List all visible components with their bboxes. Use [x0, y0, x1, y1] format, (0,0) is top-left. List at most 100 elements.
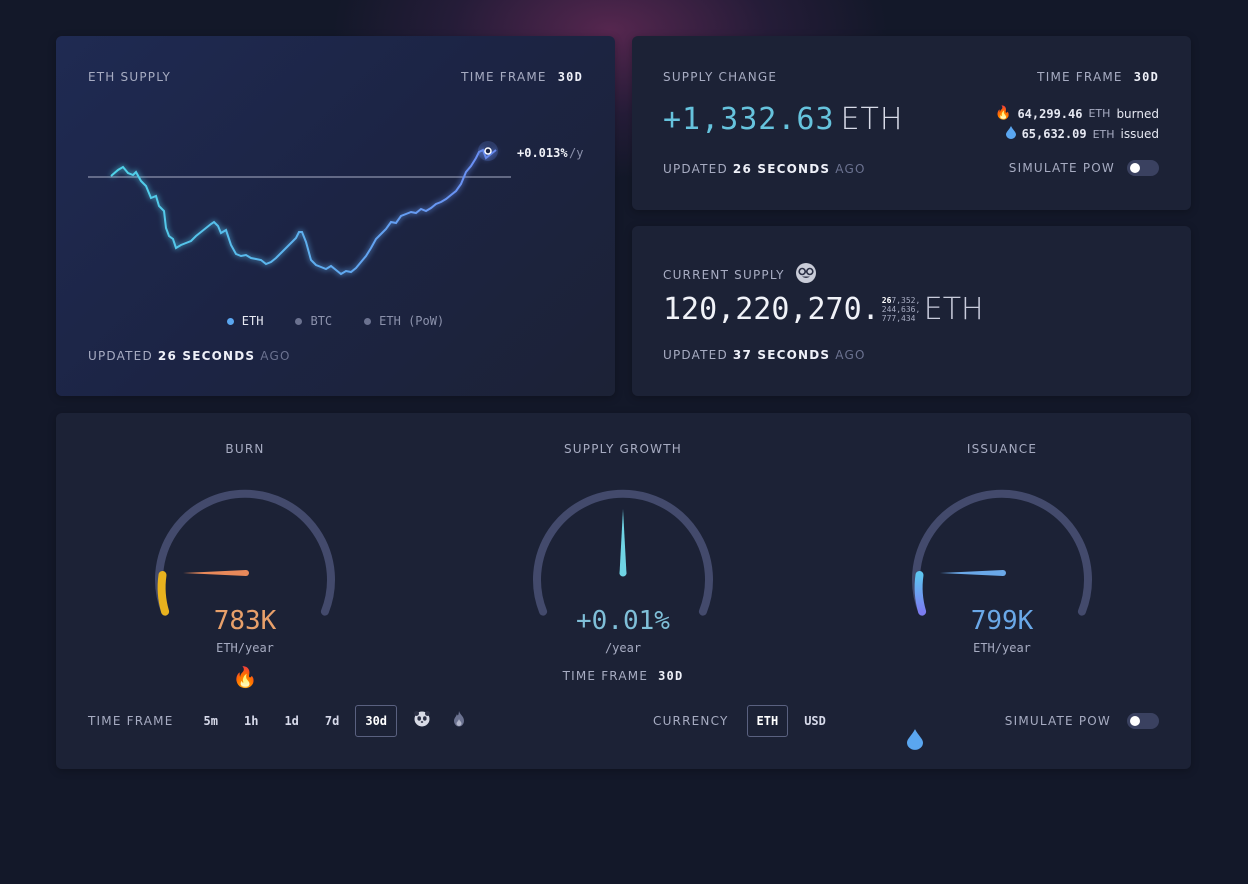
updated-prefix: UPDATED [88, 349, 153, 363]
updated-prefix: UPDATED [663, 162, 728, 176]
supply-growth-gauge: SUPPLY GROWTH +0.01% /year TIME FRAME 30… [493, 413, 753, 703]
gauge-controls: TIME FRAME 5m 1h 1d 7d 30d CUR [88, 705, 1159, 737]
time-frame-value: 30d [557, 70, 583, 84]
updated-value: 26 SECONDS [732, 162, 831, 176]
simulate-pow-label: SIMULATE PoW [1008, 161, 1115, 175]
burn-gauge-value: 783K [213, 606, 277, 636]
current-supply-decimals: 267,352, 244,636, 777,434 [881, 296, 921, 323]
time-frame-button-1h[interactable]: 1h [243, 714, 259, 728]
current-supply-card: CURRENT SUPPLY 120,220,270. 267,352, 244… [632, 226, 1191, 396]
gauge-needle [619, 509, 627, 574]
supply-growth-gauge-title: SUPPLY GROWTH [563, 442, 682, 456]
time-frame-label: TIME FRAME [562, 669, 649, 683]
supply-change-value: +1,332.63 ETH [663, 102, 903, 137]
currency-selector: CURRENCY ETH USD [653, 705, 842, 737]
currency-button-eth[interactable]: ETH [746, 705, 789, 737]
current-supply-title-text: CURRENT SUPPLY [663, 267, 785, 282]
time-frame-value: 30d [1133, 70, 1159, 84]
toggle-knob [1130, 716, 1140, 726]
gauge-track [533, 489, 713, 616]
eth-supply-series-line [110, 148, 497, 276]
current-supply-updated: UPDATED 37 SECONDS AGO [663, 348, 866, 362]
supply-growth-time-frame: TIME FRAME 30d [493, 669, 753, 683]
simulate-pow-toggle[interactable] [1127, 160, 1159, 176]
time-frame-button-5m[interactable]: 5m [203, 714, 218, 728]
burn-gauge-unit: ETH/year [216, 641, 274, 655]
latest-point[interactable] [484, 147, 492, 155]
supply-change-title: SUPPLY CHANGE [663, 70, 778, 84]
updated-value: 37 SECONDS [732, 348, 831, 362]
burned-label: burned [1116, 106, 1159, 121]
issuance-gauge-title: ISSUANCE [966, 442, 1038, 456]
eth-supply-chart: +0.013% /y [88, 141, 583, 276]
toggle-knob [1130, 163, 1140, 173]
decimals-bold: 26 [881, 296, 892, 305]
time-frame-selector: TIME FRAME 5m 1h 1d 7d 30d [88, 705, 477, 737]
legend-item-eth[interactable]: ETH [226, 314, 264, 328]
panda-icon[interactable] [413, 710, 431, 732]
currency-buttons: ETH USD [746, 705, 842, 737]
time-frame-buttons: 5m 1h 1d 7d 30d [194, 705, 404, 737]
gauges-card: BURN 783K ETH/year 🔥 SUPPLY GROWTH +0.01… [56, 413, 1191, 769]
decimals-line-3: 777,434 [881, 314, 916, 323]
issuance-gauge-unit: ETH/year [973, 641, 1031, 655]
annotation-unit: /y [569, 146, 583, 160]
currency-button-usd[interactable]: USD [804, 714, 826, 728]
supply-change-number: +1,332.63 [663, 102, 835, 137]
burn-gauge-dial [155, 489, 335, 616]
legend-label: ETH [241, 314, 264, 328]
simulate-pow-control: SIMULATE PoW [1005, 713, 1159, 729]
time-frame-button-30d[interactable]: 30d [355, 705, 398, 737]
updated-prefix: UPDATED [663, 348, 728, 362]
legend-dot [295, 317, 303, 325]
time-frame-value: 30d [658, 669, 684, 683]
time-frame-label: TIME FRAME [1037, 70, 1123, 84]
burn-gauge: BURN 783K ETH/year 🔥 [115, 413, 375, 703]
legend-item-eth-pow[interactable]: ETH (PoW) [364, 314, 444, 328]
supply-change-updated: UPDATED 26 SECONDS AGO [663, 162, 866, 176]
supply-growth-gauge-value: +0.01% [576, 606, 670, 636]
nerd-face-icon [795, 262, 817, 287]
burned-unit: ETH [1088, 107, 1111, 120]
eth-supply-time-frame[interactable]: TIME FRAME 30d [461, 70, 583, 84]
gauge-needle [183, 570, 246, 576]
issuance-gauge-dial [912, 489, 1092, 616]
time-frame-label: TIME FRAME [461, 70, 547, 84]
time-frame-button-1d[interactable]: 1d [284, 714, 299, 728]
legend-dot [226, 317, 234, 325]
gauge-fill [914, 571, 927, 616]
updated-suffix: AGO [835, 348, 866, 362]
issuance-gauge: ISSUANCE 799K ETH/year [872, 413, 1132, 750]
legend-dot [364, 317, 372, 325]
annotation-value: +0.013% [517, 146, 568, 160]
supply-change-time-frame[interactable]: TIME FRAME 30d [1037, 70, 1159, 84]
simulate-pow-label: SIMULATE PoW [1004, 714, 1111, 728]
gauge-track [912, 489, 1092, 616]
current-supply-value: 120,220,270. 267,352, 244,636, 777,434 E… [663, 292, 984, 327]
current-supply-main: 120,220,270. [663, 292, 880, 327]
simulate-pow-control: SIMULATE PoW [1009, 160, 1159, 176]
decimals-line-1: 7,352, [891, 296, 921, 305]
time-frame-button-7d[interactable]: 7d [324, 714, 340, 728]
legend-label: BTC [310, 314, 333, 328]
droplet-icon [1005, 126, 1016, 142]
supply-growth-gauge-dial [533, 489, 713, 616]
currency-selector-label: CURRENCY [653, 714, 729, 728]
fire-icon: 🔥 [232, 665, 258, 689]
eth-supply-title: ETH SUPPLY [88, 70, 172, 84]
time-frame-selector-label: TIME FRAME [88, 714, 174, 728]
updated-suffix: AGO [835, 162, 866, 176]
supply-change-card: SUPPLY CHANGE TIME FRAME 30d +1,332.63 ET… [632, 36, 1191, 210]
legend-item-btc[interactable]: BTC [295, 314, 332, 328]
gauge-fill [157, 571, 170, 616]
updated-suffix: AGO [260, 349, 291, 363]
eth-supply-updated: UPDATED 26 SECONDS AGO [88, 349, 291, 363]
issued-stat: 65,632.09 ETH issued [1005, 126, 1159, 142]
simulate-pow-toggle[interactable] [1127, 713, 1159, 729]
current-supply-title: CURRENT SUPPLY [663, 262, 817, 287]
issued-label: issued [1120, 127, 1159, 141]
burned-value: 64,299.46 [1017, 106, 1083, 121]
burned-stat: 🔥 64,299.46 ETH burned [995, 106, 1159, 121]
supply-growth-gauge-unit: /year [604, 641, 642, 655]
flame-outline-icon[interactable] [451, 710, 467, 732]
